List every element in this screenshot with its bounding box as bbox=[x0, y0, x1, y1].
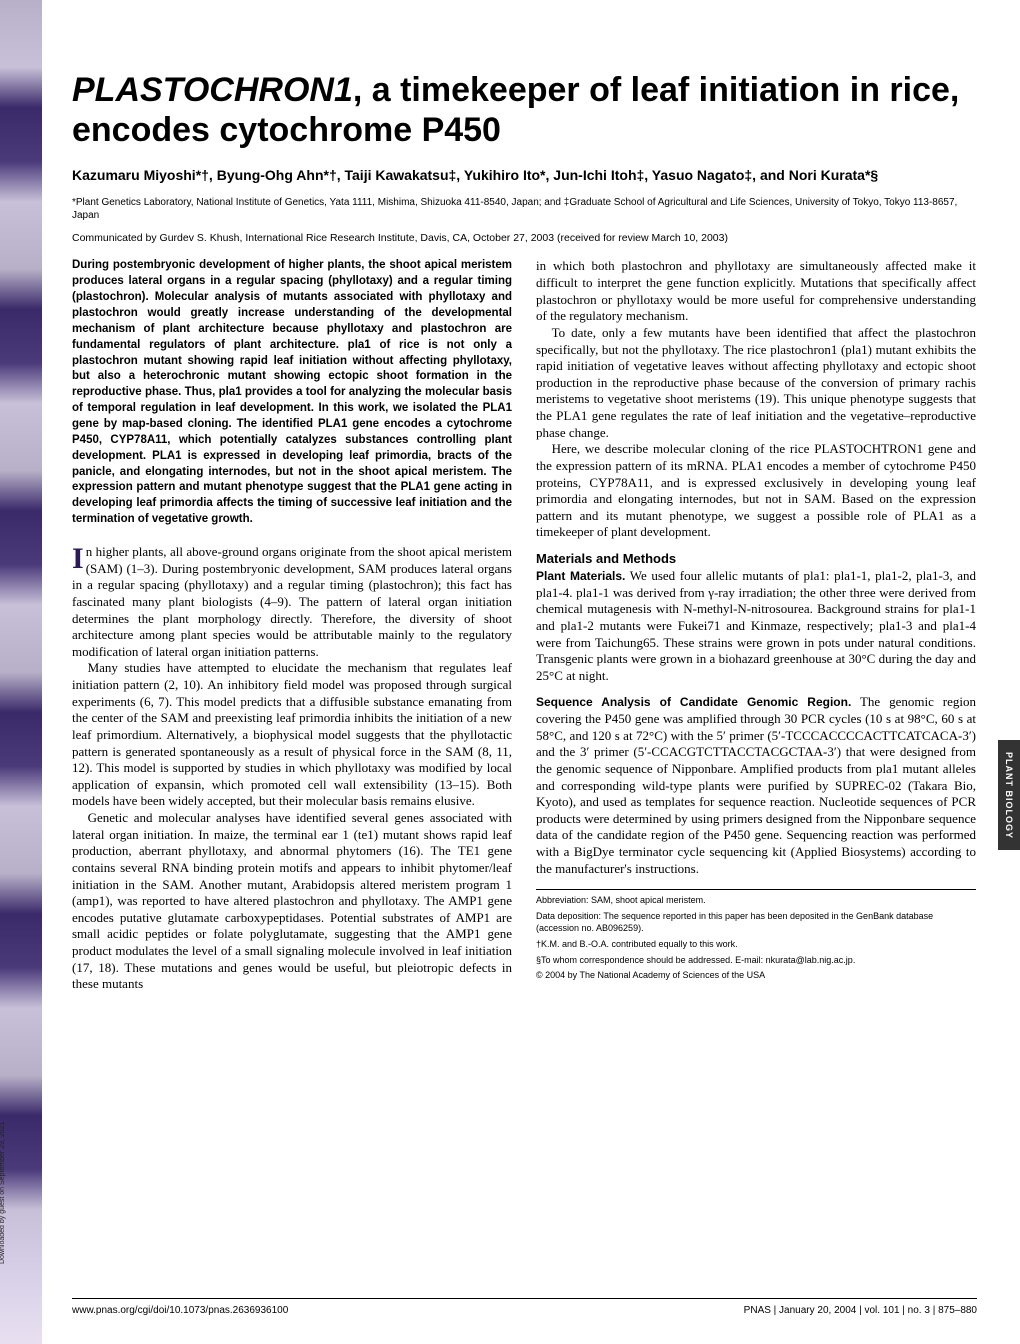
materials-methods-head: Materials and Methods bbox=[536, 551, 976, 566]
fn-copy: © 2004 by The National Academy of Scienc… bbox=[536, 969, 976, 982]
col2-para-2: To date, only a few mutants have been id… bbox=[536, 325, 976, 441]
fn-deposit: Data deposition: The sequence reported i… bbox=[536, 910, 976, 935]
seq-analysis-body: The genomic region covering the P450 gen… bbox=[536, 694, 976, 875]
left-column: During postembryonic development of high… bbox=[72, 258, 512, 992]
pnas-side-strip: Downloaded by guest on September 29, 202… bbox=[0, 0, 42, 1344]
seq-analysis-head: Sequence Analysis of Candidate Genomic R… bbox=[536, 695, 851, 709]
mm-seq: Sequence Analysis of Candidate Genomic R… bbox=[536, 694, 976, 877]
section-tab: PLANT BIOLOGY bbox=[998, 740, 1020, 850]
right-column: in which both plastochron and phyllotaxy… bbox=[536, 258, 976, 992]
article-title: PLASTOCHRON1, a timekeeper of leaf initi… bbox=[72, 70, 977, 150]
intro-para-2: Many studies have attempted to elucidate… bbox=[72, 660, 512, 810]
col2-para-1: in which both plastochron and phyllotaxy… bbox=[536, 258, 976, 325]
title-gene: PLASTOCHRON1 bbox=[72, 71, 353, 109]
intro-para-1: In higher plants, all above-ground organ… bbox=[72, 544, 512, 660]
fn-abbrev: Abbreviation: SAM, shoot apical meristem… bbox=[536, 894, 976, 907]
mm-plant: Plant Materials. We used four allelic mu… bbox=[536, 568, 976, 684]
plant-materials-body: We used four allelic mutants of pla1: pl… bbox=[536, 568, 976, 683]
plant-materials-head: Plant Materials. bbox=[536, 569, 625, 583]
mm-plant-para: Plant Materials. We used four allelic mu… bbox=[536, 568, 976, 684]
page-footer: www.pnas.org/cgi/doi/10.1073/pnas.263693… bbox=[72, 1298, 977, 1316]
col2-para-3: Here, we describe molecular cloning of t… bbox=[536, 441, 976, 541]
mm-seq-para: Sequence Analysis of Candidate Genomic R… bbox=[536, 694, 976, 877]
footer-right: PNAS | January 20, 2004 | vol. 101 | no.… bbox=[744, 1305, 977, 1316]
abstract: During postembryonic development of high… bbox=[72, 258, 512, 528]
page-content: PLASTOCHRON1, a timekeeper of leaf initi… bbox=[72, 70, 977, 993]
fn-corr: §To whom correspondence should be addres… bbox=[536, 954, 976, 967]
footer-left: www.pnas.org/cgi/doi/10.1073/pnas.263693… bbox=[72, 1305, 288, 1316]
author-list: Kazumaru Miyoshi*†, Byung-Ohg Ahn*†, Tai… bbox=[72, 166, 977, 184]
download-note: Downloaded by guest on September 29, 202… bbox=[0, 1122, 6, 1264]
intro-p1-text: n higher plants, all above-ground organs… bbox=[72, 544, 512, 659]
two-column-body: During postembryonic development of high… bbox=[72, 258, 977, 992]
footnotes: Abbreviation: SAM, shoot apical meristem… bbox=[536, 889, 976, 982]
affiliations: *Plant Genetics Laboratory, National Ins… bbox=[72, 196, 977, 222]
dropcap: I bbox=[72, 544, 86, 572]
intro-text: In higher plants, all above-ground organ… bbox=[72, 544, 512, 993]
communicated-line: Communicated by Gurdev S. Khush, Interna… bbox=[72, 232, 977, 244]
right-body: in which both plastochron and phyllotaxy… bbox=[536, 258, 976, 541]
fn-equal: †K.M. and B.-O.A. contributed equally to… bbox=[536, 938, 976, 951]
intro-para-3: Genetic and molecular analyses have iden… bbox=[72, 810, 512, 993]
